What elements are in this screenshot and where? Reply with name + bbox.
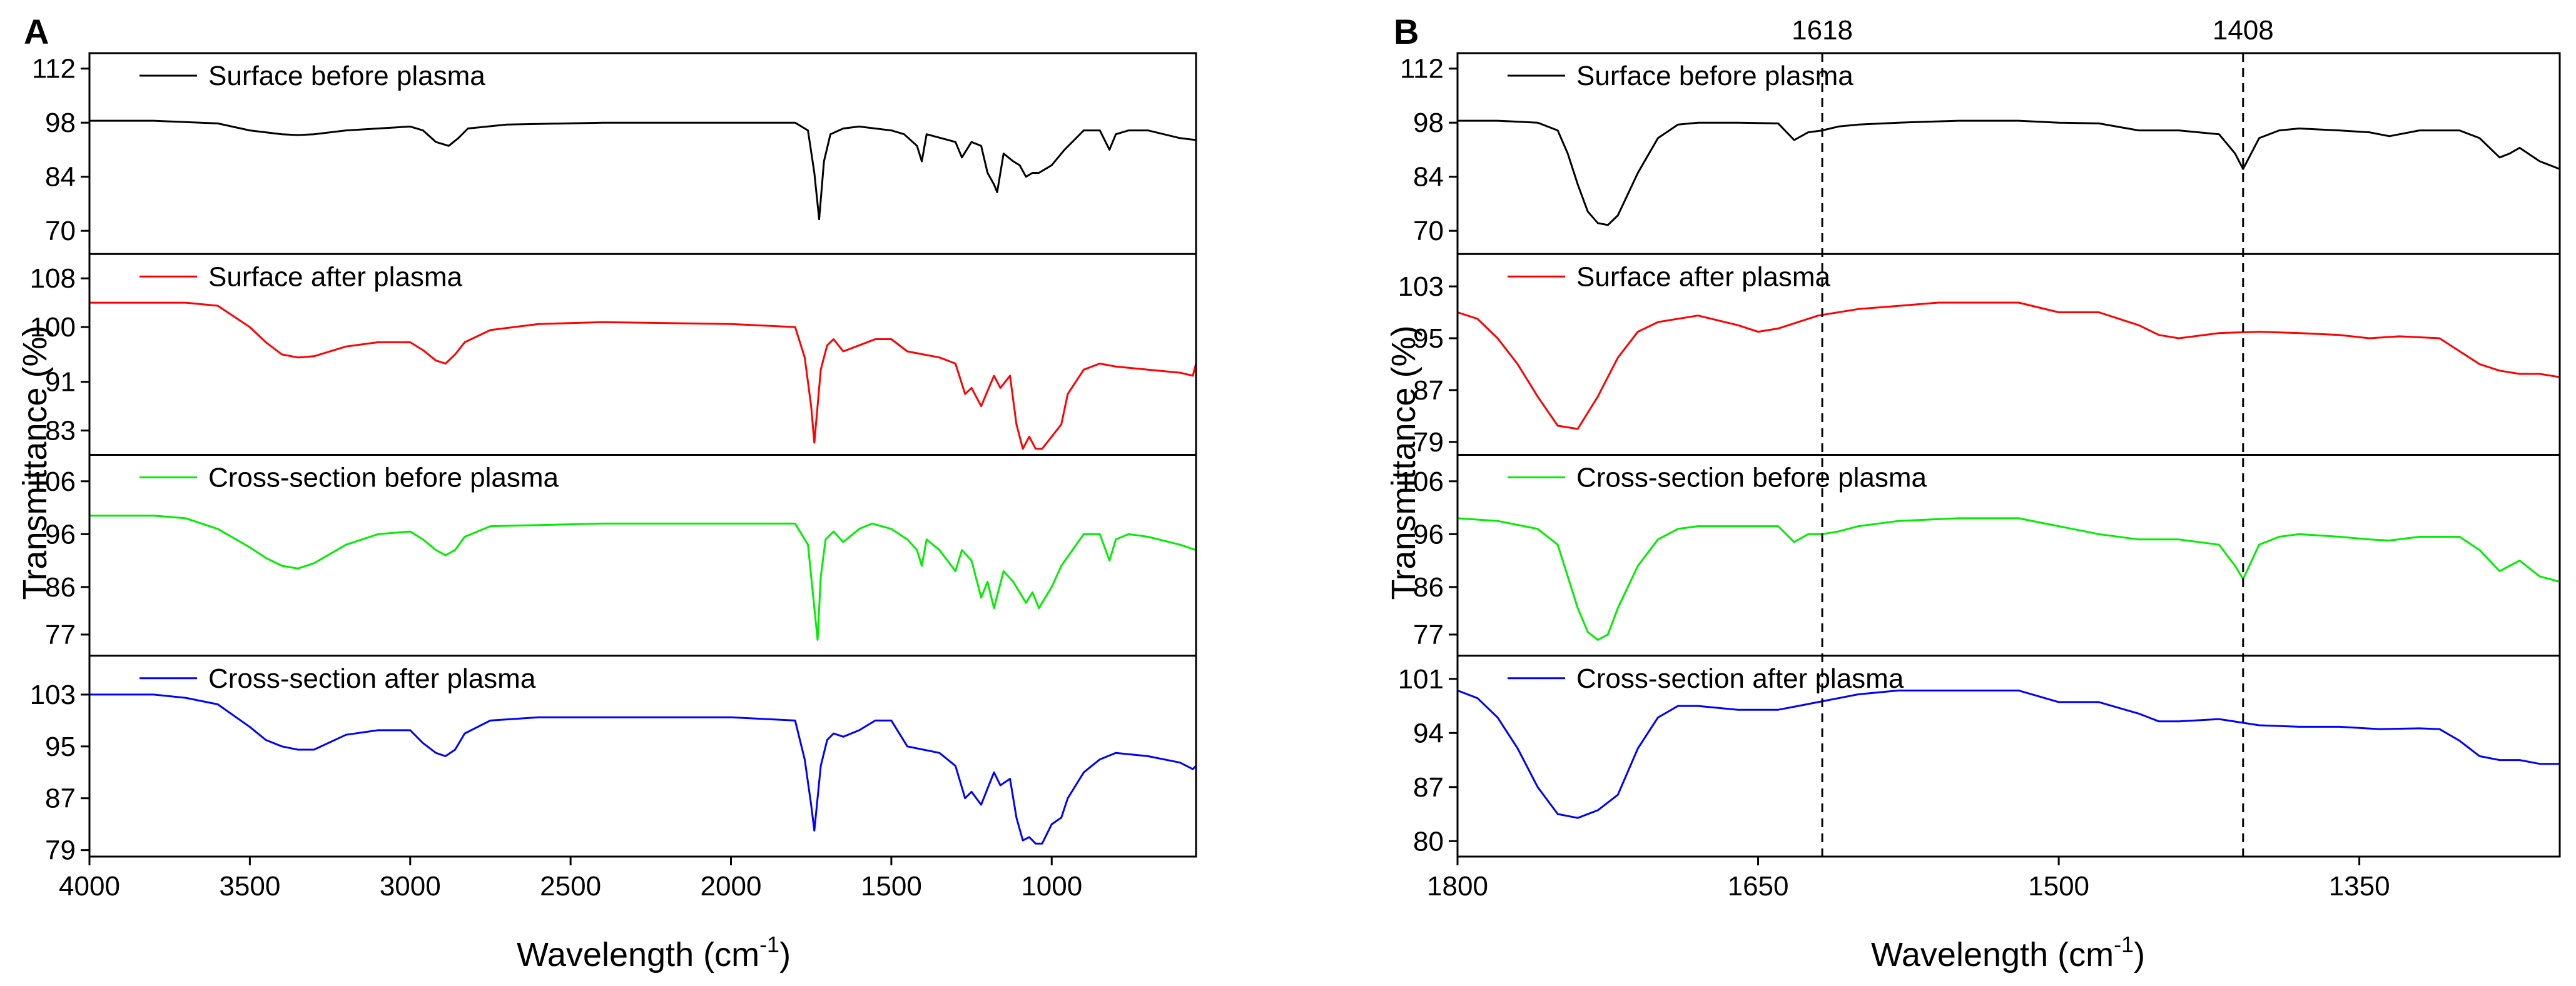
y-tick-label: 112 [1400, 54, 1444, 84]
y-tick-label: 91 [45, 367, 76, 398]
y-tick-label: 86 [1413, 572, 1444, 603]
reference-label-1408: 1408 [2213, 15, 2274, 46]
y-tick-label: 112 [32, 54, 76, 84]
series-line-b-cross-section-before-plasma [1458, 517, 2560, 641]
legend-label-b-surface-after-plasma: Surface after plasma [1576, 261, 1830, 292]
panel-a-chart: 70 84 98 112 Surface before plasma 83 91 100 108… [30, 52, 1197, 902]
x-tick-label: 3500 [219, 871, 280, 902]
panel-letter-a: A [24, 12, 49, 51]
y-tick-label: 79 [45, 835, 76, 866]
x-axis-title-a: Wavelength (cm-1) [517, 932, 791, 973]
x-tick-label: 1500 [861, 871, 922, 902]
y-tick-label: 106 [1398, 466, 1444, 497]
x-tick-label: 1350 [2329, 871, 2390, 902]
legend-label-a-surface-before-plasma: Surface before plasma [208, 61, 485, 91]
y-tick-label: 87 [1413, 375, 1444, 406]
series-line-a-surface-after-plasma [89, 301, 1196, 450]
x-tick-label: 3000 [380, 871, 441, 902]
legend-label-b-surface-before-plasma: Surface before plasma [1576, 61, 1853, 91]
series-line-a-cross-section-after-plasma [89, 693, 1196, 845]
y-tick-label: 86 [45, 572, 76, 603]
reference-label-1618: 1618 [1792, 15, 1853, 46]
y-tick-label: 83 [45, 416, 76, 446]
y-tick-label: 106 [30, 466, 76, 497]
subplot-b-surface-before-plasma: 70 84 98 112 Surface before plasma [1400, 54, 2560, 246]
subplot-a-surface-before-plasma: 70 84 98 112 Surface before plasma [32, 54, 1196, 246]
y-tick-label: 70 [1413, 216, 1444, 246]
series-line-a-surface-before-plasma [89, 119, 1196, 221]
x-tick-label: 1650 [1728, 871, 1789, 902]
y-tick-label: 80 [1413, 826, 1444, 857]
y-tick-label: 96 [45, 519, 76, 550]
legend-label-a-surface-after-plasma: Surface after plasma [208, 261, 462, 292]
legend-label-b-cross-section-before-plasma: Cross-section before plasma [1576, 463, 1927, 493]
x-tick-label: 1800 [1427, 871, 1488, 902]
series-line-b-cross-section-after-plasma [1458, 689, 2560, 819]
series-line-b-surface-after-plasma [1458, 301, 2560, 430]
x-axis-title-b: Wavelength (cm-1) [1871, 932, 2145, 973]
y-tick-label: 84 [1413, 162, 1444, 193]
y-tick-label: 79 [1413, 427, 1444, 458]
plot-frame-a [88, 52, 1197, 858]
subplot-b-cross-section-after-plasma: 80 87 94 101 Cross-section after plasma [1398, 663, 2560, 857]
y-tick-label: 95 [1413, 323, 1444, 354]
y-tick-label: 103 [30, 680, 76, 710]
subplot-b-surface-after-plasma: 79 87 95 103 Surface after plasma [1398, 261, 2560, 458]
y-tick-label: 103 [1398, 271, 1444, 302]
y-tick-label: 98 [45, 108, 76, 138]
y-tick-label: 98 [1413, 108, 1444, 138]
subplot-b-cross-section-before-plasma: 77 86 96 106 Cross-section before plasma [1398, 463, 2560, 650]
legend-label-a-cross-section-after-plasma: Cross-section after plasma [208, 663, 536, 694]
y-tick-label: 87 [1413, 772, 1444, 803]
subplot-a-cross-section-after-plasma: 79 87 95 103 Cross-section after plasma [30, 663, 1196, 866]
series-line-b-surface-before-plasma [1458, 119, 2560, 226]
y-tick-label: 87 [45, 783, 76, 814]
y-axis-title-a: Transmittance (%) [16, 325, 54, 600]
y-tick-label: 108 [30, 263, 76, 294]
y-axis-title-b: Transmittance (%) [1385, 325, 1422, 600]
y-tick-label: 100 [30, 312, 76, 343]
y-tick-label: 77 [1413, 620, 1444, 650]
y-tick-label: 101 [1398, 664, 1444, 695]
panel-letter-b: B [1394, 12, 1419, 51]
y-tick-label: 96 [1413, 519, 1444, 550]
y-tick-label: 77 [45, 620, 76, 650]
x-tick-label: 1000 [1021, 871, 1082, 902]
x-tick-label: 1500 [2028, 871, 2089, 902]
series-line-a-cross-section-before-plasma [89, 515, 1196, 641]
y-tick-label: 95 [45, 732, 76, 762]
x-tick-label: 2500 [540, 871, 601, 902]
y-tick-label: 70 [45, 216, 76, 246]
plot-frame-b [1456, 52, 2561, 858]
legend-label-b-cross-section-after-plasma: Cross-section after plasma [1576, 663, 1904, 694]
subplot-a-cross-section-before-plasma: 77 86 96 106 Cross-section before plasma [30, 463, 1196, 650]
panel-b-chart: 70 84 98 112 Surface before plasma 79 87 95 103 S… [1398, 15, 2561, 902]
subplot-a-surface-after-plasma: 83 91 100 108 Surface after plasma [30, 261, 1196, 450]
x-tick-label: 2000 [701, 871, 762, 902]
x-tick-label: 4000 [59, 871, 120, 902]
legend-label-a-cross-section-before-plasma: Cross-section before plasma [208, 463, 559, 493]
y-tick-label: 94 [1413, 718, 1444, 748]
y-tick-label: 84 [45, 162, 76, 193]
